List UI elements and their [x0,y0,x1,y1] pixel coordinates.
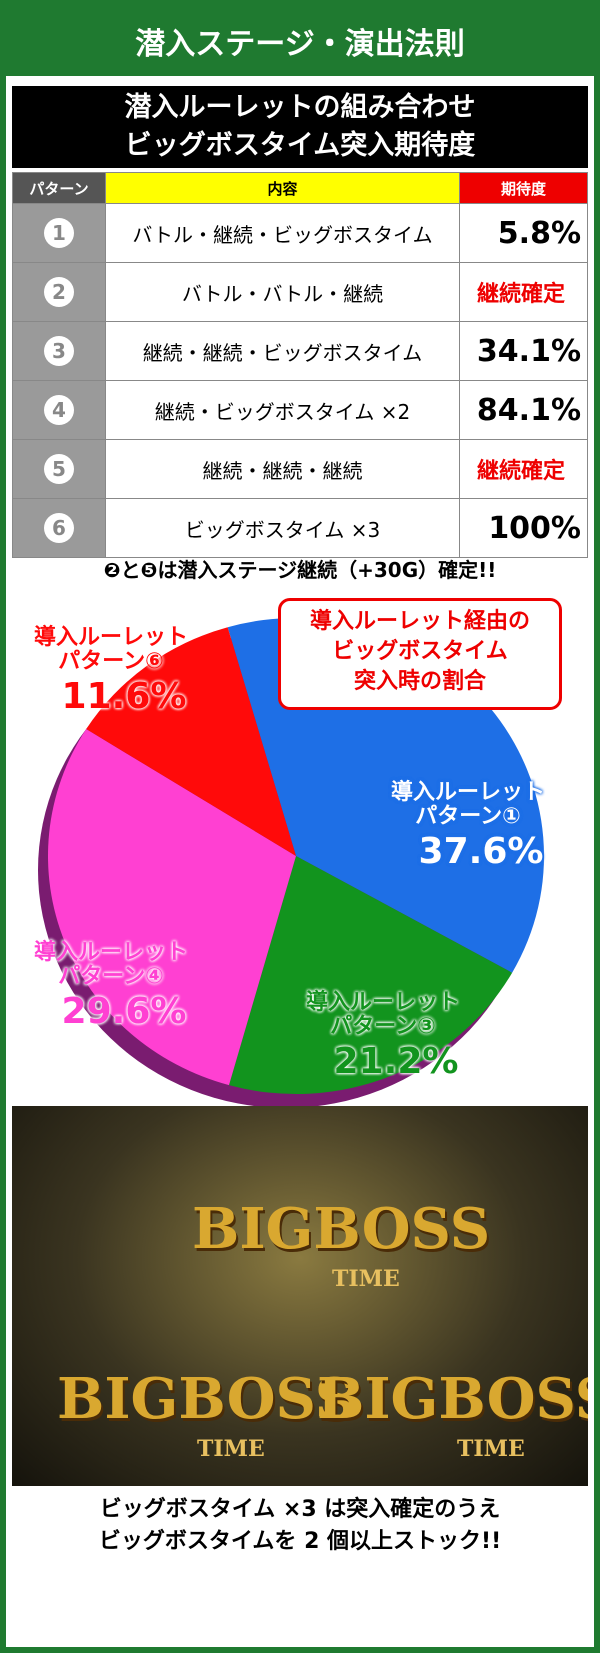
column-header: パターン [12,172,106,204]
slice-label: 導入ルーレットパターン① [391,780,546,829]
content-cell: ビッグボスタイム ×3 [105,498,460,558]
table-title: 潜入ルーレットの組み合わせ ビッグボスタイム突入期待度 [12,86,588,168]
table-row: 4 継続・ビッグボスタイム ×2 84.1% [12,380,588,440]
expectation-cell: 継続確定 [459,262,588,322]
slice-value: 21.2% [333,1041,459,1082]
chart-title-line: 導入ルーレット経由の [309,609,530,634]
table-title-line: ビッグボスタイム突入期待度 [124,130,476,161]
pattern-number: 5 [44,454,74,484]
content-cell: バトル・バトル・継続 [105,262,460,322]
note: ❷と❺は潜入ステージ継続（+30G）確定!! [103,558,497,582]
pattern-cell: 2 [12,262,106,322]
panel: 潜入ステージ・演出法則 潜入ルーレットの組み合わせ ビッグボスタイム突入期待度 … [6,6,594,1647]
pattern-cell: 1 [12,203,106,263]
expectation-cell: 84.1% [459,380,588,440]
logo: BIGBOSS [57,1366,356,1432]
chart-title: 導入ルーレット経由の ビッグボスタイム 突入時の割合 [278,598,562,710]
slice-value: 11.6% [61,676,187,717]
pattern-number: 3 [44,336,74,366]
pattern-number: 6 [44,513,74,543]
caption-line: ビッグボスタイムを 2 個以上ストック!! [98,1529,502,1554]
table-title-line: 潜入ルーレットの組み合わせ [124,92,476,123]
header-title: 潜入ステージ・演出法則 [6,6,594,80]
slice-label: 導入ルーレットパターン⑥ [34,625,189,674]
expectation-cell: 100% [459,498,588,558]
table-row: 3 継続・継続・ビッグボスタイム 34.1% [12,321,588,381]
pattern-cell: 3 [12,321,106,381]
table-row: 6 ビッグボスタイム ×3 100% [12,498,588,558]
pattern-number: 4 [44,395,74,425]
slice-label: 導入ルーレットパターン④ [34,940,189,989]
bigboss-image: BIGBOSS TIME BIGBOSS TIME BIGBOSS TIME [12,1106,588,1486]
table-row: 2 バトル・バトル・継続 継続確定 [12,262,588,322]
caption-line: ビッグボスタイム ×3 は突入確定のうえ [99,1497,501,1522]
logo-sub: TIME [332,1266,400,1292]
expectation-cell: 継続確定 [459,439,588,499]
pattern-cell: 5 [12,439,106,499]
table-row: 5 継続・継続・継続 継続確定 [12,439,588,499]
pattern-number: 1 [44,218,74,248]
slice-value: 37.6% [418,831,544,872]
table: パターン 内容 期待度 1 バトル・継続・ビッグボスタイム 5.8% 2 バトル・バトル… [12,172,588,558]
pie-slice [47,729,296,1086]
logo: BIGBOSS [317,1366,588,1432]
content-cell: 継続・継続・ビッグボスタイム [105,321,460,381]
column-header: 期待度 [459,172,588,204]
logo-sub: TIME [457,1436,525,1462]
content-cell: 継続・ビッグボスタイム ×2 [105,380,460,440]
chart-title-line: 突入時の割合 [353,669,486,694]
chart-title-line: ビッグボスタイム [332,639,508,664]
logo-sub: TIME [197,1436,265,1462]
content-cell: バトル・継続・ビッグボスタイム [105,203,460,263]
pattern-number: 2 [44,277,74,307]
pie-slice [228,856,513,1094]
slice-label: 導入ルーレットパターン③ [306,990,461,1039]
pie-slice [86,627,296,856]
table-row: 1 バトル・継続・ビッグボスタイム 5.8% [12,203,588,263]
expectation-cell: 5.8% [459,203,588,263]
pattern-cell: 6 [12,498,106,558]
content-cell: 継続・継続・継続 [105,439,460,499]
column-header: 内容 [105,172,460,204]
pattern-cell: 4 [12,380,106,440]
slice-value: 29.6% [61,991,187,1032]
caption: ビッグボスタイム ×3 は突入確定のうえ ビッグボスタイムを 2 個以上ストック… [6,1494,594,1558]
expectation-cell: 34.1% [459,321,588,381]
logo: BIGBOSS [192,1196,491,1262]
